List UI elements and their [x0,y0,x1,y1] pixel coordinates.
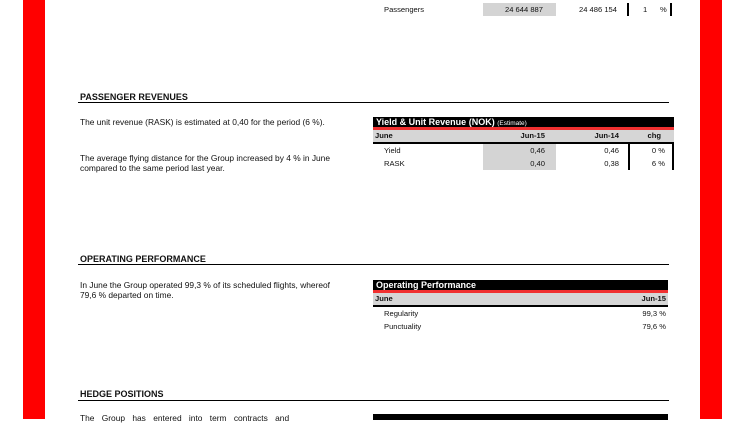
table-title: Operating Performance [373,280,668,293]
table-row: Yield 0,46 0,46 0 % [373,144,674,157]
hedge-table-header [373,414,668,420]
table-row: Punctuality 79,6 % [384,322,666,331]
table-row: RASK 0,40 0,38 6 % [373,157,674,170]
section-heading-operating-performance: OPERATING PERFORMANCE [80,254,206,264]
paragraph: In June the Group operated 99,3 % of its… [80,280,331,300]
table-title: Yield & Unit Revenue (NOK) (Estimate) [373,117,674,130]
section-rule [78,264,669,265]
left-red-border [23,0,45,419]
table-header-row: June Jun-15 Jun-14 chg [373,130,674,144]
right-red-border [700,0,722,419]
table-header-row: June Jun-15 [373,293,668,307]
paragraph: The Group has entered into term contract… [80,413,290,423]
paragraph: The unit revenue (RASK) is estimated at … [80,117,325,127]
section-heading-hedge-positions: HEDGE POSITIONS [80,389,164,399]
previous-value: 24 486 154 [578,5,617,14]
row-label: Passengers [384,5,425,14]
current-value: 24 644 887 [483,3,556,16]
chg-unit: % [660,5,667,14]
operating-performance-table: Operating Performance June Jun-15 Regula… [373,280,668,333]
section-rule [78,400,669,401]
section-rule [78,102,669,103]
yield-unit-revenue-table: Yield & Unit Revenue (NOK) (Estimate) Ju… [373,117,674,170]
section-heading-passenger-revenues: PASSENGER REVENUES [80,92,188,102]
chg-value: 1 [643,5,648,14]
paragraph: The average flying distance for the Grou… [80,153,330,173]
passengers-row: Passengers 24 644 887 24 486 154 1 % [373,3,674,16]
table-row: Regularity 99,3 % [384,309,666,318]
